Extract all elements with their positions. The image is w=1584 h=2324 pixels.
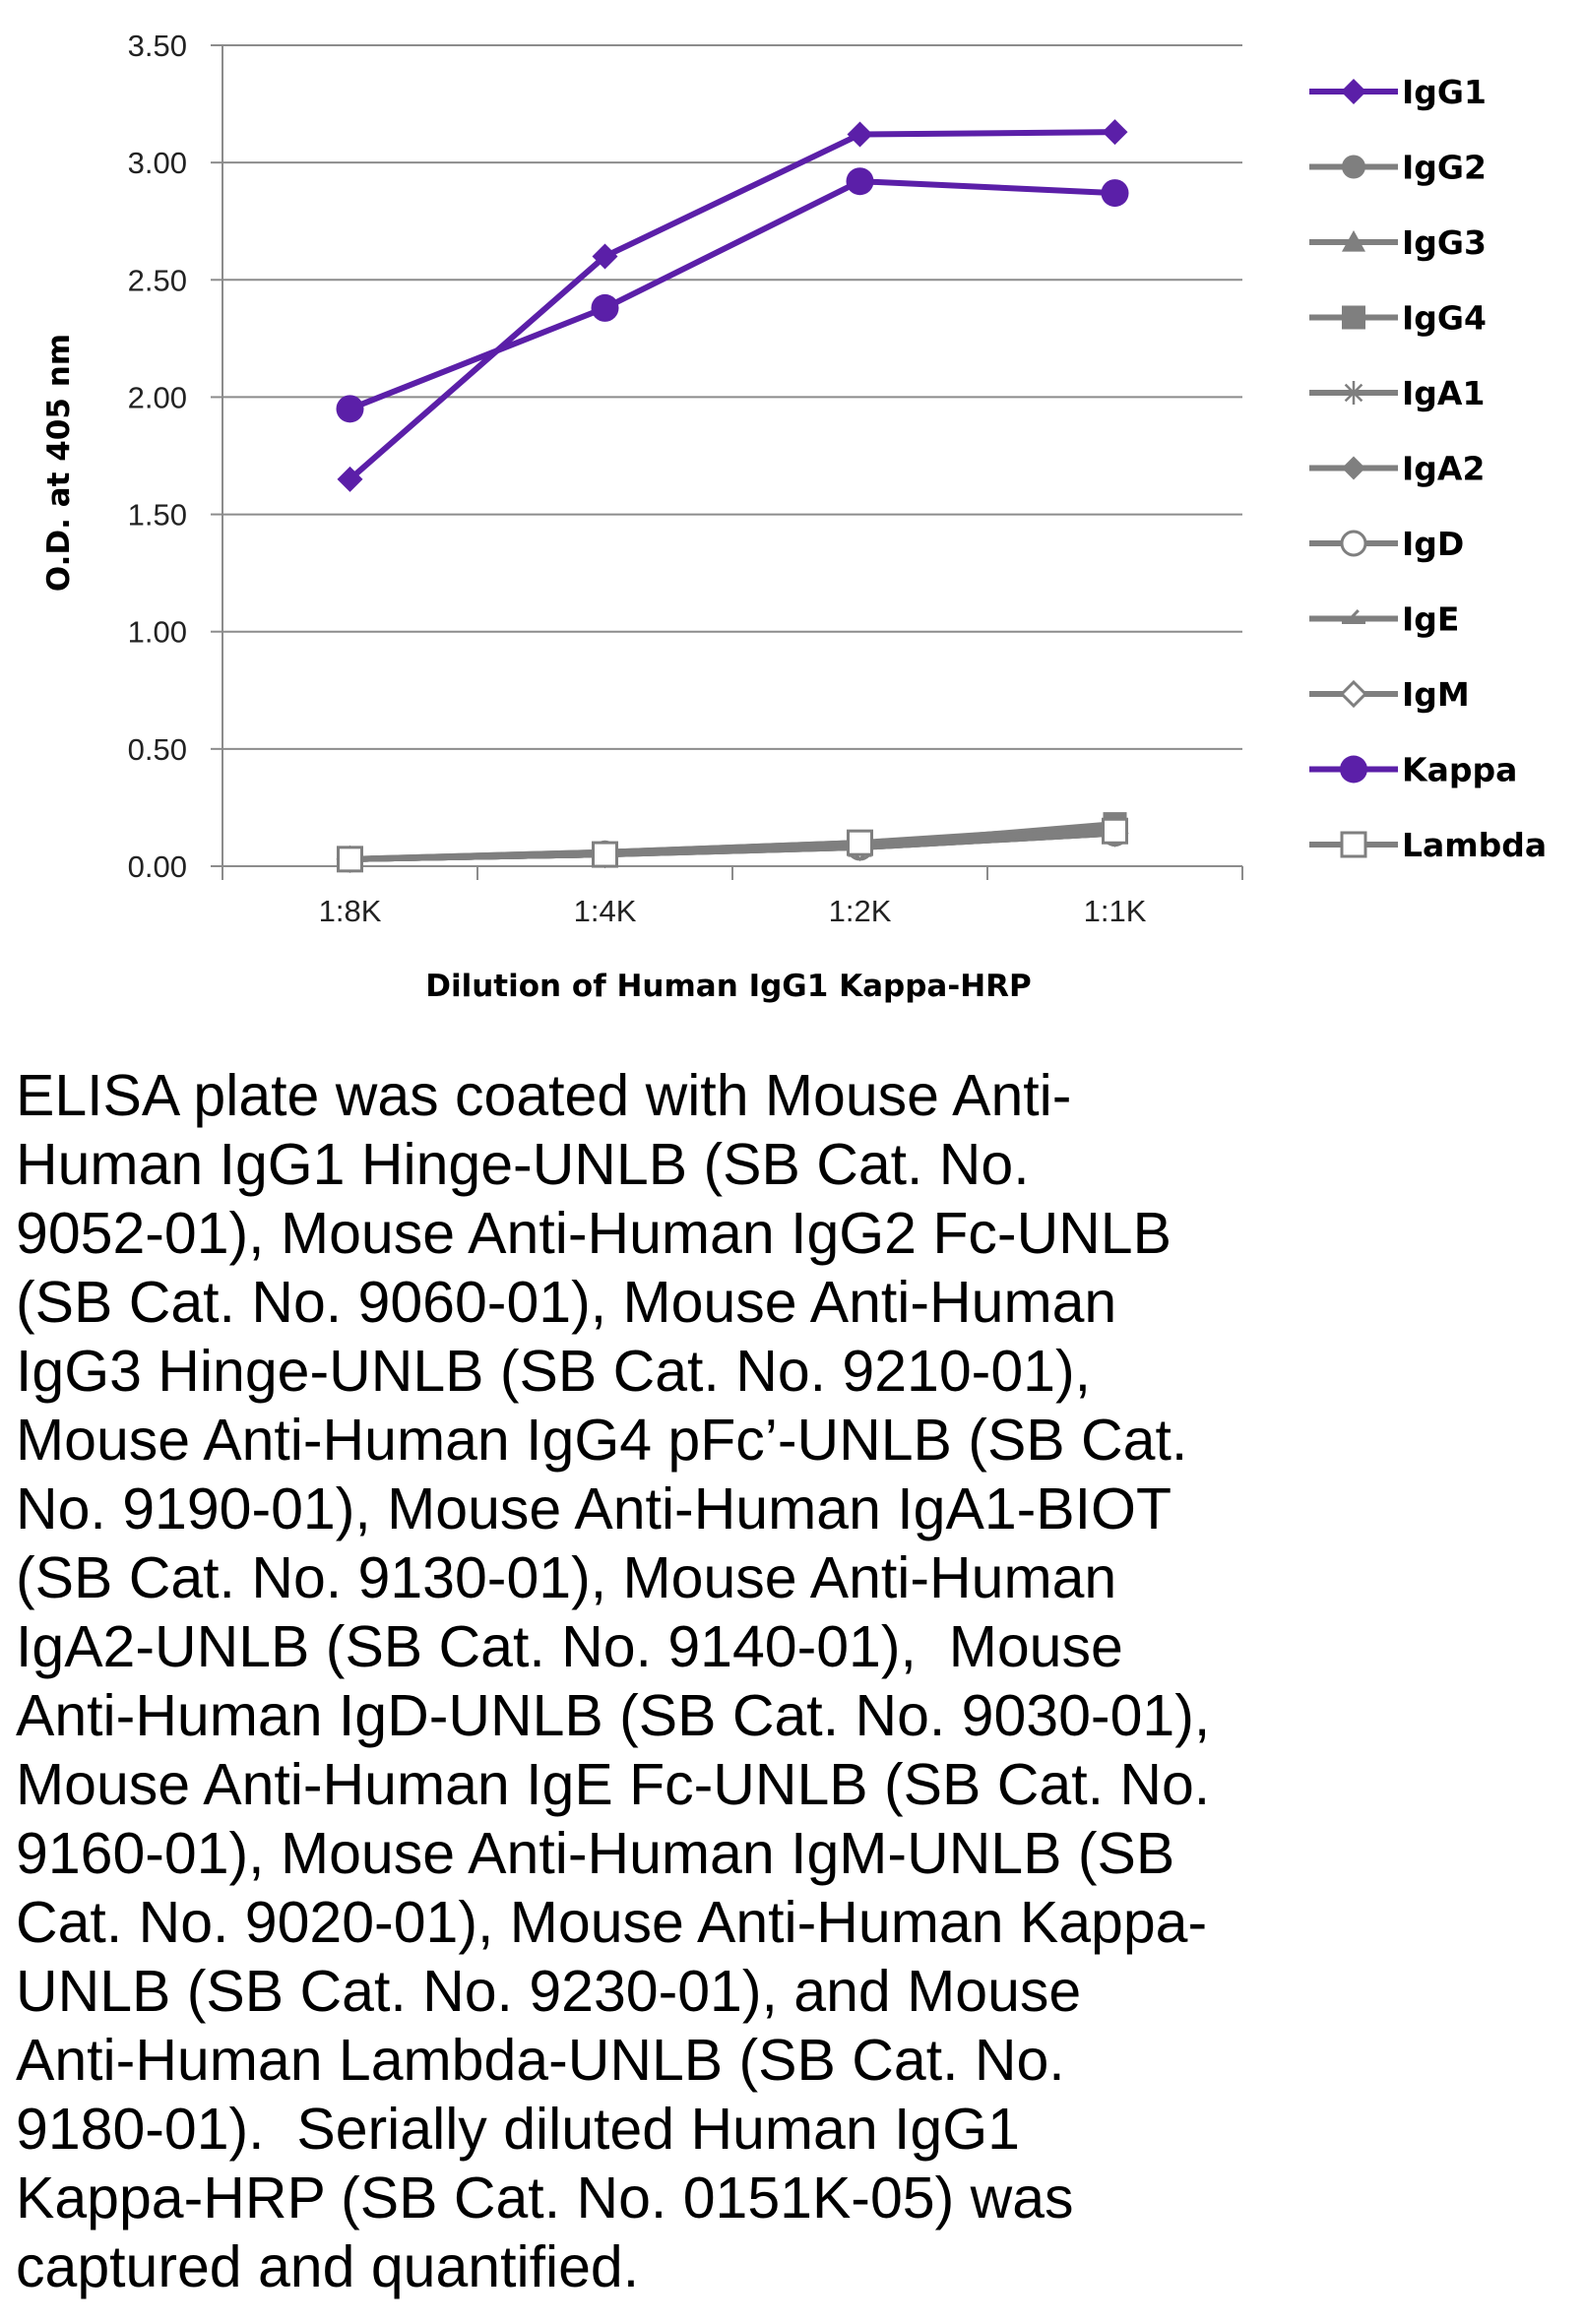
legend-label: IgD <box>1402 525 1464 563</box>
legend-label: IgG2 <box>1402 149 1487 187</box>
legend-label: IgE <box>1402 600 1459 639</box>
y-tick-label: 1.50 <box>128 498 187 533</box>
legend-label: IgM <box>1402 675 1470 714</box>
legend-item-iga1: IgA1 <box>1309 374 1485 412</box>
x-axis-title: Dilution of Human IgG1 Kappa-HRP <box>425 969 1032 1004</box>
legend-marker <box>1339 679 1368 709</box>
legend-label: IgA1 <box>1402 374 1485 412</box>
legend-marker <box>1342 230 1365 252</box>
data-point <box>591 293 619 322</box>
data-point <box>847 829 873 856</box>
legend-item-lambda: Lambda <box>1309 826 1547 864</box>
legend-label: IgA2 <box>1402 450 1485 488</box>
legend-marker <box>1342 609 1365 624</box>
y-tick-label: 3.50 <box>128 29 187 63</box>
legend-item-ige: IgE <box>1309 600 1459 639</box>
y-tick-label: 2.50 <box>128 263 187 297</box>
legend-item-iga2: IgA2 <box>1309 450 1485 488</box>
data-point <box>337 466 363 492</box>
legend-marker <box>1342 381 1365 405</box>
legend-item-igd: IgD <box>1309 525 1464 563</box>
elisa-line-chart: 0.00 0.50 1.00 1.50 2.00 2.50 3.00 3.50 1:8K 1:4K… <box>41 29 1547 1004</box>
legend-marker <box>1342 155 1365 179</box>
legend-item-igg2: IgG2 <box>1309 149 1487 187</box>
legend-marker <box>1342 305 1365 330</box>
data-point <box>847 121 873 148</box>
x-tick-label: 1:1K <box>1084 894 1147 928</box>
y-axis-title: O.D. at 405 nm <box>41 334 77 592</box>
data-point <box>592 243 618 270</box>
legend: IgG1 IgG2 IgG3 IgG4 IgA1 IgA2 IgD IgE IgM Kappa La… <box>1309 73 1547 864</box>
legend-marker <box>1340 530 1367 557</box>
legend-item-igg3: IgG3 <box>1309 223 1487 262</box>
series-layer <box>336 119 1129 873</box>
figure-caption: ELISA plate was coated with Mouse Anti- … <box>16 1063 1211 2299</box>
data-point <box>846 167 874 196</box>
legend-marker <box>1340 755 1367 784</box>
axes: 0.00 0.50 1.00 1.50 2.00 2.50 3.00 3.50 1:8K 1:4K… <box>128 29 1243 928</box>
legend-label: Lambda <box>1402 826 1547 864</box>
series-line <box>348 178 1115 412</box>
legend-marker <box>1340 831 1367 858</box>
x-tick-label: 1:8K <box>319 894 382 928</box>
data-point <box>336 395 364 423</box>
legend-item-igg1: IgG1 <box>1309 73 1487 111</box>
legend-marker <box>1342 456 1365 480</box>
legend-label: IgG4 <box>1402 299 1487 338</box>
y-tick-label: 0.50 <box>128 732 187 767</box>
data-point <box>1102 119 1128 146</box>
y-tick-label: 0.00 <box>128 849 187 884</box>
y-tick-label: 1.00 <box>128 615 187 650</box>
series-kappa <box>336 167 1129 423</box>
legend-marker <box>1341 79 1366 104</box>
x-tick-label: 1:2K <box>829 894 892 928</box>
legend-item-kappa: Kappa <box>1309 751 1517 789</box>
legend-label: IgG3 <box>1402 223 1487 262</box>
data-point <box>337 846 363 873</box>
gridlines <box>222 44 1242 750</box>
data-point <box>1102 817 1128 845</box>
legend-label: IgG1 <box>1402 73 1487 111</box>
series-igg1 <box>337 119 1128 492</box>
data-point <box>592 841 618 868</box>
legend-label: Kappa <box>1402 751 1517 789</box>
data-point <box>1101 179 1129 208</box>
y-tick-label: 2.00 <box>128 380 187 414</box>
series-line <box>349 828 1115 862</box>
series-igg2 <box>338 816 1127 871</box>
legend-item-igm: IgM <box>1309 675 1470 714</box>
y-tick-label: 3.00 <box>128 146 187 180</box>
series-lambda <box>337 817 1128 873</box>
series-line <box>348 129 1115 482</box>
legend-item-igg4: IgG4 <box>1309 299 1487 338</box>
x-tick-label: 1:4K <box>574 894 637 928</box>
